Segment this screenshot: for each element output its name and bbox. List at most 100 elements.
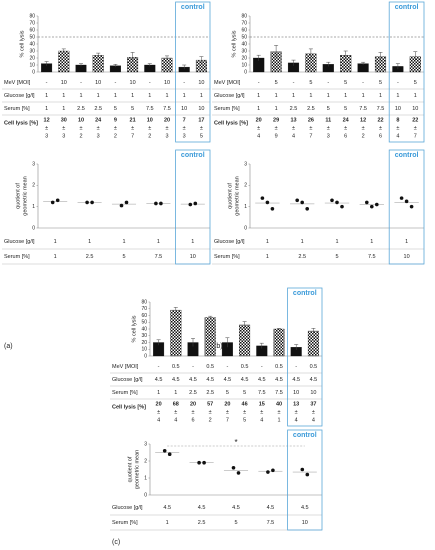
cell-lysis-error: 3: [327, 133, 330, 139]
table-cell: 4.5: [232, 505, 240, 511]
table-cell: -: [295, 364, 297, 370]
table-cell: -: [114, 80, 116, 86]
bar: [170, 309, 182, 357]
table-cell: 1: [266, 254, 269, 260]
panel-label: (c): [112, 539, 120, 546]
table-cell: 7.5: [258, 390, 266, 396]
table-cell: 1: [148, 93, 151, 99]
table-cell: 1: [174, 390, 177, 396]
table-cell: 2.5: [94, 106, 102, 112]
y-tick-label: 40: [29, 41, 35, 47]
table-cell: 2.5: [206, 390, 214, 396]
table-cell: 4.5: [258, 377, 266, 383]
point: [90, 200, 94, 205]
table-cell: 10: [181, 106, 187, 112]
cell-lysis-error: 7: [414, 133, 417, 139]
table-cell: 0.5: [275, 364, 283, 370]
cell-lysis-error: 6: [379, 133, 382, 139]
y-tick-label: 2: [32, 183, 35, 189]
cell-lysis-value: 13: [290, 117, 296, 123]
cell-lysis-value: 29: [273, 117, 279, 123]
table-cell: 4.5: [267, 505, 275, 511]
y-tick-label: 0: [244, 69, 247, 75]
control-label: control: [395, 152, 419, 159]
cell-lysis-value: 9: [114, 117, 117, 123]
table-cell: 10: [130, 80, 136, 86]
cell-lysis-error: 7: [309, 133, 312, 139]
y-tick-label: 0: [244, 225, 247, 231]
table-cell: 1: [362, 93, 365, 99]
row-label: Glucose [g/l]: [214, 239, 245, 245]
y-tick-label: 0: [144, 492, 147, 498]
cell-lysis-pm: ±: [414, 125, 417, 131]
cell-lysis-error: 3: [183, 133, 186, 139]
cell-lysis-pm: ±: [183, 125, 186, 131]
table-cell: 4.5: [275, 377, 283, 383]
cell-lysis-pm: ±: [174, 409, 177, 415]
table-cell: -: [158, 364, 160, 370]
point: [271, 468, 275, 473]
panel-label: (b): [214, 343, 223, 350]
row-label: Cell lysis [%]: [4, 120, 38, 126]
point: [162, 449, 167, 453]
cell-lysis-error: 2: [79, 133, 82, 139]
table-cell: 1: [79, 93, 82, 99]
cell-lysis-error: 4: [260, 417, 263, 423]
point: [124, 200, 129, 205]
table-cell: 1: [191, 239, 194, 245]
table-cell: 1: [257, 93, 260, 99]
control-label: control: [293, 290, 317, 297]
table-cell: 7.5: [267, 520, 275, 526]
y-tick-label: 50: [141, 320, 147, 326]
table-cell: 1: [122, 239, 125, 245]
table-cell: -: [192, 364, 194, 370]
cell-lysis-pm: ±: [275, 125, 278, 131]
y-tick-label: 50: [241, 34, 247, 40]
table-cell: 10: [395, 106, 401, 112]
table-cell: 10: [293, 390, 299, 396]
table-cell: -: [46, 80, 48, 86]
table-cell: 1: [97, 93, 100, 99]
cell-lysis-value: 26: [308, 117, 314, 123]
cell-lysis-value: 12: [360, 117, 366, 123]
cell-lysis-error: 2: [114, 133, 117, 139]
y-axis-label: quotient of: [15, 183, 21, 209]
table-cell: 5: [226, 390, 229, 396]
row-label: Glucose [g/l]: [4, 239, 35, 245]
cell-lysis-value: 68: [173, 401, 179, 407]
row-label: Serum [%]: [4, 106, 30, 112]
y-axis-label: geometric mean: [234, 176, 240, 215]
cell-lysis-pm: ±: [309, 125, 312, 131]
table-cell: -: [293, 80, 295, 86]
table-cell: 2.5: [86, 254, 94, 260]
table-cell: 5: [131, 106, 134, 112]
point: [50, 200, 55, 205]
point: [188, 202, 193, 207]
table-cell: 4.5: [172, 377, 180, 383]
y-tick-label: 1: [244, 204, 247, 210]
cell-lysis-value: 20: [256, 117, 262, 123]
table-cell: 10: [164, 80, 170, 86]
cell-lysis-error: 2: [148, 133, 151, 139]
table-cell: 4.5: [163, 505, 171, 511]
table-cell: 2.5: [198, 520, 206, 526]
row-label: MeV [MOI]: [112, 364, 139, 370]
table-cell: 1: [131, 93, 134, 99]
y-tick-label: 10: [29, 62, 35, 68]
y-tick-label: 0: [144, 353, 147, 359]
table-cell: 4.5: [198, 505, 206, 511]
cell-lysis-error: 5: [200, 133, 203, 139]
cell-lysis-value: 10: [147, 117, 153, 123]
table-cell: 2.5: [307, 106, 315, 112]
y-tick-label: 70: [241, 20, 247, 26]
cell-lysis-pm: ±: [243, 409, 246, 415]
point: [55, 198, 60, 203]
cell-lysis-pm: ±: [62, 125, 65, 131]
point: [260, 196, 265, 200]
y-tick-label: 3: [32, 161, 35, 167]
table-cell: -: [362, 80, 364, 86]
cell-lysis-error: 3: [45, 133, 48, 139]
table-cell: 1: [405, 239, 408, 245]
y-tick-label: 1: [32, 204, 35, 210]
row-label: MeV [MOI]: [214, 80, 241, 86]
